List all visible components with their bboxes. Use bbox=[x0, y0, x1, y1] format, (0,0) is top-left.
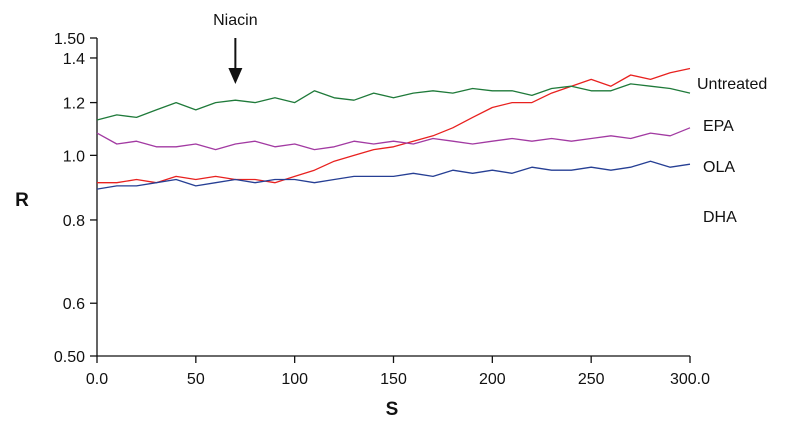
y-axis-label: R bbox=[15, 190, 29, 211]
x-tick-label: 300.0 bbox=[670, 371, 710, 388]
x-tick-label: 50 bbox=[187, 371, 205, 388]
y-tick-label: 1.2 bbox=[63, 96, 85, 113]
x-axis-label: S bbox=[386, 399, 399, 420]
series-label-untreated: Untreated bbox=[697, 76, 767, 93]
series-lines bbox=[96, 67, 691, 190]
x-tick-label: 100 bbox=[281, 371, 308, 388]
x-tick-label: 200 bbox=[479, 371, 506, 388]
y-tick-label: 0.6 bbox=[63, 296, 85, 313]
x-tick-label: 150 bbox=[380, 371, 407, 388]
series-line-epa bbox=[96, 83, 691, 121]
x-tick-label: 250 bbox=[578, 371, 605, 388]
series-label-epa: EPA bbox=[703, 118, 734, 135]
y-tick-label: 1.4 bbox=[63, 51, 85, 68]
x-ticks: 0.0 50 100 150 200 250 300.0 bbox=[86, 356, 710, 388]
y-tick-label: 1.0 bbox=[63, 148, 85, 165]
series-label-dha: DHA bbox=[703, 209, 737, 226]
series-line-dha bbox=[96, 160, 691, 190]
y-tick-label: 1.50 bbox=[54, 31, 85, 48]
annotation-label: Niacin bbox=[213, 12, 257, 29]
series-labels: Untreated EPA OLA DHA bbox=[697, 76, 767, 226]
y-tick-label: 0.8 bbox=[63, 213, 85, 230]
niacin-annotation: Niacin bbox=[213, 12, 258, 84]
arrow-head-icon bbox=[228, 68, 243, 84]
series-line-untreated bbox=[97, 67, 691, 184]
y-tick-label: 0.50 bbox=[54, 349, 85, 366]
x-tick-label: 0.0 bbox=[86, 371, 108, 388]
series-line-ola bbox=[96, 127, 691, 151]
y-ticks: 0.50 0.6 0.8 1.0 1.2 1.4 1.50 bbox=[54, 31, 97, 366]
series-label-ola: OLA bbox=[703, 159, 735, 176]
